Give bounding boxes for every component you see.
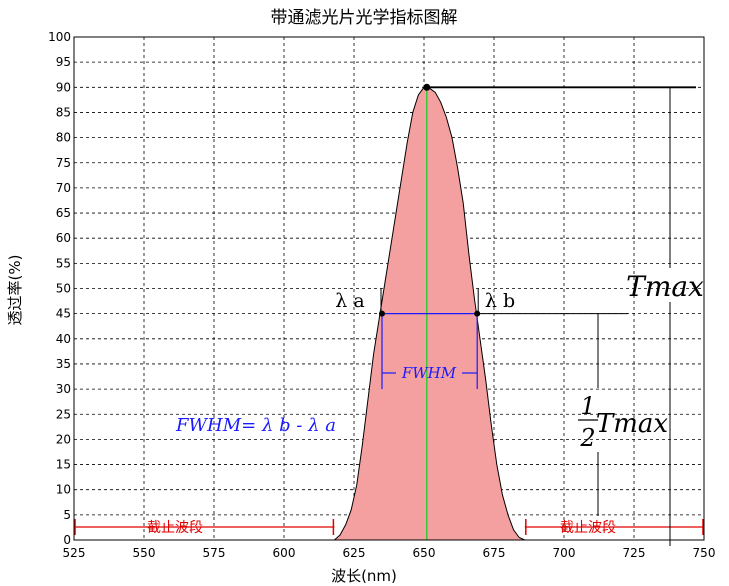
half-numerator: 1 bbox=[580, 392, 595, 420]
y-tick-label: 45 bbox=[56, 307, 71, 321]
x-tick-label: 700 bbox=[553, 546, 576, 560]
half-tmax-label: Tmax bbox=[596, 409, 668, 439]
lambda-a-label: λ a bbox=[335, 290, 364, 312]
y-tick-label: 60 bbox=[56, 231, 71, 245]
points bbox=[379, 83, 481, 317]
x-tick-label: 525 bbox=[63, 546, 86, 560]
y-tick-label: 0 bbox=[63, 533, 71, 547]
x-tick-label: 750 bbox=[693, 546, 716, 560]
x-tick-label: 575 bbox=[203, 546, 226, 560]
cutoff-right-label: 截止波段 bbox=[560, 520, 616, 536]
y-tick-label: 20 bbox=[56, 432, 71, 446]
cutoff-band-left bbox=[74, 519, 335, 535]
lambda-b-label: λ b bbox=[485, 290, 515, 312]
fwhm-label: FWHM bbox=[401, 364, 457, 382]
y-tick-label: 65 bbox=[56, 206, 71, 220]
grid bbox=[74, 37, 704, 540]
plot-frame bbox=[73, 36, 705, 541]
y-tick-label: 85 bbox=[56, 105, 71, 119]
x-tick-label: 625 bbox=[343, 546, 366, 560]
y-tick-label: 80 bbox=[56, 131, 71, 145]
y-tick-label: 70 bbox=[56, 181, 71, 195]
x-tick-label: 725 bbox=[623, 546, 646, 560]
x-tick-label: 650 bbox=[413, 546, 436, 560]
x-tick-label: 550 bbox=[133, 546, 156, 560]
y-tick-label: 50 bbox=[56, 282, 71, 296]
lambda-b-point bbox=[474, 310, 481, 317]
lambda-a-point bbox=[379, 310, 385, 317]
tmax-label: Tmax bbox=[626, 270, 704, 303]
y-tick-label: 30 bbox=[56, 382, 71, 396]
x-axis-label: 波长(nm) bbox=[331, 567, 397, 585]
y-tick-label: 75 bbox=[56, 156, 71, 170]
fwhm-marker bbox=[380, 288, 479, 390]
y-tick-label: 55 bbox=[56, 256, 71, 270]
y-axis-label: 透过率(%) bbox=[6, 255, 24, 326]
y-tick-label: 15 bbox=[56, 458, 71, 472]
y-tick-label: 10 bbox=[56, 483, 71, 497]
cutoff-left-label: 截止波段 bbox=[147, 520, 203, 536]
x-tick-label: 675 bbox=[483, 546, 506, 560]
x-tick-label: 600 bbox=[273, 546, 296, 560]
fwhm-formula: FWHM= λ b - λ a bbox=[175, 415, 336, 436]
half-denominator: 2 bbox=[579, 424, 595, 452]
y-tick-label: 90 bbox=[56, 80, 71, 94]
x-tick-labels: 525 550 575 600 625 650 675 700 725 750 bbox=[63, 546, 716, 560]
y-tick-labels: 0 5 10 15 20 25 30 35 40 45 50 55 60 65 70 75 80 85 90 95 10… bbox=[48, 30, 71, 547]
y-tick-label: 5 bbox=[63, 508, 71, 522]
cutoff-band-right bbox=[524, 519, 704, 535]
tmax-guide bbox=[426, 86, 696, 546]
y-tick-label: 35 bbox=[56, 357, 71, 371]
y-tick-label: 100 bbox=[48, 30, 71, 44]
y-tick-label: 25 bbox=[56, 407, 71, 421]
y-tick-label: 40 bbox=[56, 332, 71, 346]
peak-point bbox=[423, 83, 431, 91]
chart-title: 带通滤光片光学指标图解 bbox=[271, 8, 458, 28]
y-tick-label: 95 bbox=[56, 55, 71, 69]
